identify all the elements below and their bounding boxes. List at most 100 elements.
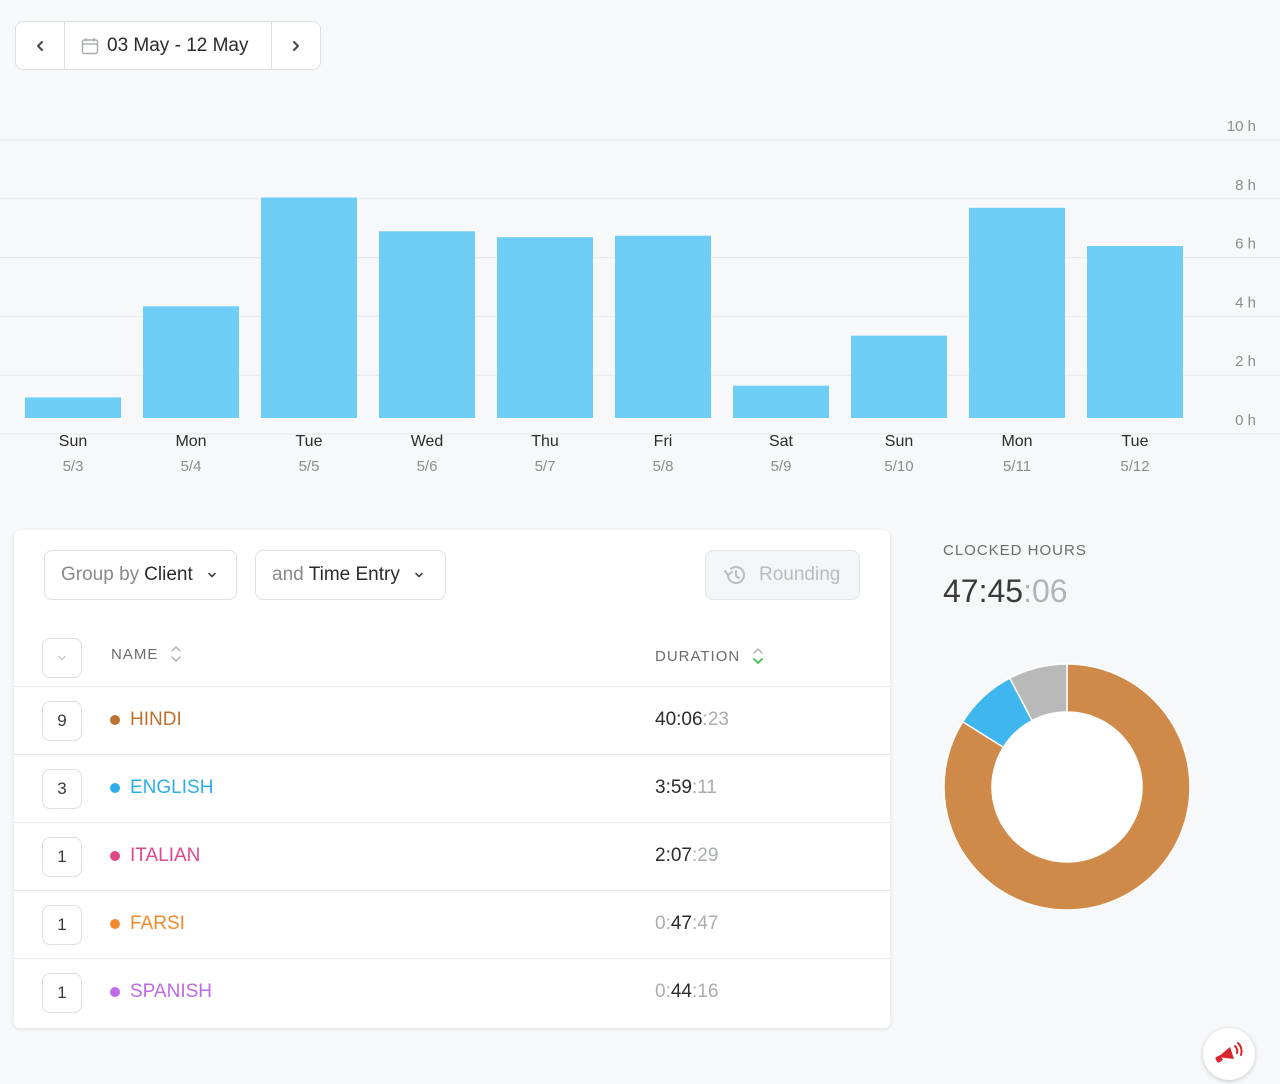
y-tick-label: 0 h bbox=[1235, 412, 1256, 429]
chevron-down-icon bbox=[58, 655, 66, 661]
sub-group-value: Time Entry bbox=[308, 564, 400, 585]
table-row[interactable]: 9 HINDI 40:06:23 bbox=[14, 687, 890, 755]
duration-seconds: :16 bbox=[692, 981, 719, 1002]
donut-slice[interactable] bbox=[943, 663, 1191, 911]
x-day-label: Sat bbox=[769, 433, 794, 450]
x-date-label: 5/5 bbox=[299, 458, 320, 475]
group-by-select[interactable]: Group by Client bbox=[44, 550, 237, 600]
history-icon bbox=[724, 566, 745, 584]
table-row[interactable]: 1 SPANISH 0:44:16 bbox=[14, 959, 890, 1027]
x-day-label: Sun bbox=[59, 433, 87, 450]
x-date-label: 5/9 bbox=[771, 458, 792, 475]
clocked-hours-seconds: :06 bbox=[1023, 573, 1068, 609]
client-name-text: SPANISH bbox=[130, 981, 213, 1002]
client-name-text: FARSI bbox=[130, 913, 185, 934]
table-row[interactable]: 1 ITALIAN 2:07:29 bbox=[14, 823, 890, 891]
row-duration: 3:59:11 bbox=[655, 777, 717, 799]
y-tick-label: 8 h bbox=[1235, 177, 1256, 194]
name-column-header[interactable]: NAME bbox=[111, 644, 182, 664]
rounding-label: Rounding bbox=[759, 564, 841, 585]
x-date-label: 5/11 bbox=[1003, 458, 1031, 475]
client-name-text: HINDI bbox=[130, 709, 182, 730]
date-range-button[interactable]: 03 May - 12 May bbox=[64, 22, 272, 69]
clients-donut-chart bbox=[943, 663, 1191, 911]
duration-seconds: :23 bbox=[702, 709, 729, 730]
client-color-dot bbox=[110, 919, 120, 929]
bar[interactable] bbox=[615, 235, 711, 418]
row-count-badge[interactable]: 9 bbox=[42, 701, 82, 741]
row-count-badge[interactable]: 1 bbox=[42, 837, 82, 877]
bar[interactable] bbox=[851, 335, 947, 418]
row-duration: 0:44:16 bbox=[655, 981, 718, 1003]
x-date-label: 5/7 bbox=[535, 458, 556, 475]
duration-seconds: :47 bbox=[692, 913, 719, 934]
client-name: FARSI bbox=[110, 913, 185, 935]
chevron-down-icon bbox=[415, 572, 423, 578]
donut-hole bbox=[992, 712, 1142, 862]
client-name-text: ENGLISH bbox=[130, 777, 214, 798]
expand-all-toggle[interactable] bbox=[42, 638, 82, 678]
bar[interactable] bbox=[497, 237, 593, 418]
donut-slice[interactable] bbox=[1008, 663, 1068, 722]
bar[interactable] bbox=[25, 397, 121, 418]
clocked-hours-main: 47:45 bbox=[943, 573, 1024, 609]
sub-group-prefix: and bbox=[272, 564, 304, 585]
clocked-hours-label: CLOCKED HOURS bbox=[943, 542, 1087, 559]
daily-hours-chart: 10 h 8 h 6 h 4 h 2 h 0 h Sun 5/3 Mon 5/4 Tue 5/5 Wed… bbox=[0, 100, 1280, 490]
megaphone-icon bbox=[1215, 1042, 1243, 1063]
duration-main: 3:59 bbox=[655, 777, 692, 798]
x-day-label: Mon bbox=[175, 433, 206, 450]
x-day-label: Wed bbox=[411, 433, 444, 450]
bar[interactable] bbox=[733, 385, 829, 418]
chevron-down-icon bbox=[207, 572, 216, 578]
group-by-prefix: Group by bbox=[61, 564, 140, 585]
x-date-label: 5/8 bbox=[653, 458, 674, 475]
duration-seconds: :11 bbox=[691, 777, 717, 798]
sub-group-select[interactable]: and Time Entry bbox=[255, 550, 446, 600]
table-row[interactable]: 1 FARSI 0:47:47 bbox=[14, 891, 890, 959]
x-date-label: 5/6 bbox=[417, 458, 438, 475]
x-day-label: Tue bbox=[296, 433, 323, 450]
duration-column-header[interactable]: DURATION bbox=[655, 646, 764, 666]
y-tick-label: 10 h bbox=[1227, 118, 1256, 135]
date-range-label: 03 May - 12 May bbox=[107, 34, 249, 56]
client-color-dot bbox=[110, 987, 120, 997]
notification-button[interactable] bbox=[1203, 1028, 1255, 1080]
duration-lead: 0: bbox=[655, 913, 671, 934]
row-count-badge[interactable]: 3 bbox=[42, 769, 82, 809]
x-day-label: Sun bbox=[885, 433, 913, 450]
bar[interactable] bbox=[261, 197, 357, 419]
x-date-label: 5/3 bbox=[63, 458, 84, 475]
bar[interactable] bbox=[969, 207, 1065, 418]
table-row[interactable]: 3 ENGLISH 3:59:11 bbox=[14, 755, 890, 823]
client-name: HINDI bbox=[110, 709, 182, 731]
x-day-label: Fri bbox=[654, 433, 673, 450]
duration-main: 47 bbox=[670, 913, 692, 934]
client-color-dot bbox=[110, 851, 120, 861]
x-day-label: Mon bbox=[1001, 433, 1032, 450]
row-duration: 40:06:23 bbox=[655, 709, 729, 731]
date-range-picker: 03 May - 12 May bbox=[15, 21, 321, 70]
prev-range-button[interactable] bbox=[16, 22, 64, 69]
x-date-label: 5/12 bbox=[1120, 458, 1149, 475]
next-range-button[interactable] bbox=[272, 22, 320, 69]
row-count-badge[interactable]: 1 bbox=[42, 905, 82, 945]
client-name: SPANISH bbox=[110, 981, 212, 1003]
bar-chart-svg: 10 h 8 h 6 h 4 h 2 h 0 h Sun 5/3 Mon 5/4 Tue 5/5 Wed… bbox=[0, 118, 1280, 475]
name-column-label: NAME bbox=[111, 645, 159, 663]
x-date-label: 5/10 bbox=[884, 458, 913, 475]
duration-main: 2:07 bbox=[655, 845, 692, 866]
x-date-label: 5/4 bbox=[181, 458, 202, 475]
duration-main: 40:06 bbox=[655, 709, 703, 730]
client-name: ENGLISH bbox=[110, 777, 213, 799]
bar[interactable] bbox=[379, 231, 475, 418]
bar[interactable] bbox=[1087, 246, 1183, 418]
sort-icon bbox=[171, 646, 182, 662]
group-by-value: Client bbox=[144, 564, 193, 585]
row-count-badge[interactable]: 1 bbox=[42, 973, 82, 1013]
rounding-button[interactable]: Rounding bbox=[705, 550, 860, 600]
y-tick-label: 2 h bbox=[1235, 353, 1256, 370]
client-name: ITALIAN bbox=[110, 845, 200, 867]
bar[interactable] bbox=[143, 306, 239, 418]
report-table-card: Group by Client and Time Entry Rounding … bbox=[14, 530, 890, 1028]
